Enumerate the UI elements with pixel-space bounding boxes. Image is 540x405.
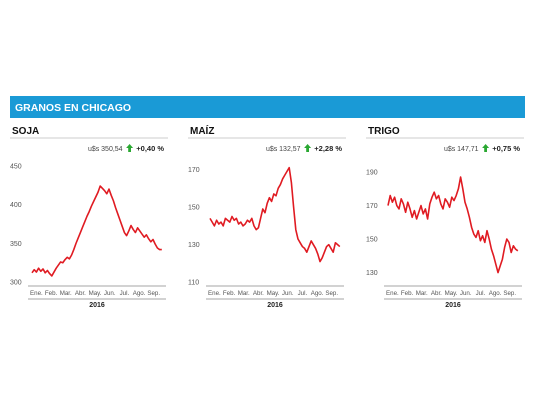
y-tick-label: 300 xyxy=(10,280,22,287)
price-value: u$s 350,54 xyxy=(88,146,123,153)
x-tick-label: May. xyxy=(89,290,102,297)
chart-figure: GRANOS EN CHICAGO SOJA +0,40 % u$s 350,54 30… xyxy=(10,96,525,310)
x-tick-label: Jun. xyxy=(282,290,294,297)
up-arrow-icon xyxy=(126,144,134,152)
x-tick-label: Abr. xyxy=(253,290,264,297)
x-tick-label: Ene. xyxy=(386,290,399,297)
y-tick-label: 130 xyxy=(366,270,378,277)
x-tick-label: Abr. xyxy=(75,290,86,297)
chart-title: SOJA xyxy=(12,126,39,137)
chart-panel-maíz: MAÍZ +2,28 % u$s 132,57 110 130 150 170 Ene. Feb… xyxy=(188,124,346,309)
x-tick-label: Feb. xyxy=(45,290,58,297)
y-tick-label: 170 xyxy=(366,203,378,210)
y-tick-label: 190 xyxy=(366,170,378,177)
price-line xyxy=(209,166,341,263)
change-value: +0,40 % xyxy=(136,144,164,153)
x-tick-label: Feb. xyxy=(401,290,414,297)
x-tick-label: May. xyxy=(445,290,458,297)
year-label: 2016 xyxy=(267,302,283,309)
chart-panel-trigo: TRIGO +0,75 % u$s 147,71 130 150 170 190 Ene. Fe… xyxy=(366,126,524,309)
y-tick-label: 130 xyxy=(188,242,200,249)
y-tick-label: 170 xyxy=(188,167,200,174)
price-line xyxy=(387,176,519,274)
x-tick-label: May. xyxy=(267,290,280,297)
x-tick-label: Sep. xyxy=(503,290,516,297)
year-label: 2016 xyxy=(445,302,461,309)
x-tick-label: Jul. xyxy=(298,290,308,297)
y-tick-label: 110 xyxy=(188,280,199,287)
x-tick-label: Mar. xyxy=(416,290,428,297)
up-arrow-icon xyxy=(482,144,490,152)
chart-panel-soja: SOJA +0,40 % u$s 350,54 300 350 400 450 Ene. Feb… xyxy=(10,126,168,309)
change-value: +0,75 % xyxy=(492,144,520,153)
x-tick-label: Sep. xyxy=(325,290,338,297)
x-tick-label: Jul. xyxy=(120,290,130,297)
charts-svg: GRANOS EN CHICAGO SOJA +0,40 % u$s 350,54 30… xyxy=(10,96,525,309)
up-arrow-icon xyxy=(304,144,312,152)
header-title: GRANOS EN CHICAGO xyxy=(15,102,131,114)
chart-title: TRIGO xyxy=(368,126,400,137)
price-value: u$s 132,57 xyxy=(266,146,301,153)
x-tick-label: Jun. xyxy=(104,290,116,297)
x-tick-label: Feb. xyxy=(223,290,236,297)
price-value: u$s 147,71 xyxy=(444,146,479,153)
x-tick-label: Ago. xyxy=(311,290,324,297)
x-tick-label: Sep. xyxy=(147,290,160,297)
y-tick-label: 450 xyxy=(10,163,22,170)
x-tick-label: Mar. xyxy=(60,290,72,297)
x-tick-label: Ene. xyxy=(30,290,43,297)
y-tick-label: 400 xyxy=(10,202,22,209)
x-tick-label: Ene. xyxy=(208,290,221,297)
y-tick-label: 350 xyxy=(10,241,22,248)
header-band xyxy=(10,96,525,118)
x-tick-label: Jul. xyxy=(476,290,486,297)
x-tick-label: Mar. xyxy=(238,290,250,297)
x-tick-label: Ago. xyxy=(133,290,146,297)
chart-title: MAÍZ xyxy=(190,124,214,137)
x-tick-label: Ago. xyxy=(489,290,502,297)
y-tick-label: 150 xyxy=(366,237,378,244)
year-label: 2016 xyxy=(89,302,105,309)
x-tick-label: Abr. xyxy=(431,290,442,297)
change-value: +2,28 % xyxy=(314,144,342,153)
price-line xyxy=(31,185,162,277)
x-tick-label: Jun. xyxy=(460,290,472,297)
y-tick-label: 150 xyxy=(188,205,200,212)
